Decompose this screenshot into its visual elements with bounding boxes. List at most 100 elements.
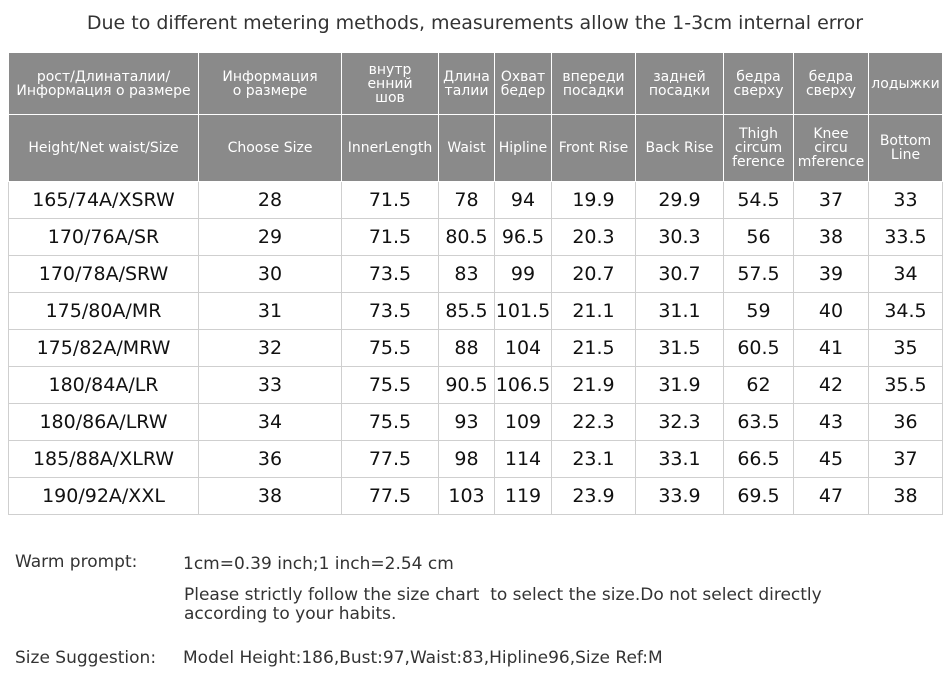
cell: 23.1 <box>551 440 636 478</box>
header-line: Line <box>890 147 921 163</box>
cell: 31.5 <box>635 329 724 367</box>
cell: 75.5 <box>341 366 439 404</box>
cell: 36 <box>198 440 342 478</box>
cell: 38 <box>793 218 869 256</box>
header-cell: Hipline <box>494 114 552 182</box>
cell: 34 <box>868 255 943 293</box>
header-cell: Height/Net waist/Size <box>8 114 199 182</box>
header-line: Hipline <box>498 140 548 156</box>
cell: 62 <box>723 366 794 404</box>
size-table: рост/Длинаталии/Информация о размере Инфо… <box>8 52 943 515</box>
header-line: бедра <box>808 68 854 85</box>
cell: 175/82A/MRW <box>8 329 199 367</box>
header-line: посадки <box>648 82 711 99</box>
cell: 29 <box>198 218 342 256</box>
cell: 56 <box>723 218 794 256</box>
cell: 59 <box>723 292 794 330</box>
cell: 77.5 <box>341 477 439 515</box>
warm-prompt-label: Warm prompt: <box>15 552 138 572</box>
cell: 185/88A/XLRW <box>8 440 199 478</box>
cell: 40 <box>793 292 869 330</box>
header-cell: Knee circu mference <box>793 114 869 182</box>
warm-prompt-detail: Please strictly follow the size chart to… <box>184 585 822 605</box>
header-cell: Информация о размере <box>198 52 342 115</box>
cell: 29.9 <box>635 181 724 219</box>
header-line: Информация <box>222 68 318 85</box>
header-cell: Front Rise <box>551 114 636 182</box>
header-cell: Длина талии <box>438 52 495 115</box>
cell: 190/92A/XXL <box>8 477 199 515</box>
cell: 38 <box>198 477 342 515</box>
cell: 165/74A/XSRW <box>8 181 199 219</box>
body-row: 175/82A/MRW 32 75.5 88 104 21.5 31.5 60.5 41 35 <box>8 329 943 367</box>
header-cell: бедра сверху <box>793 52 869 115</box>
cell: 32.3 <box>635 403 724 441</box>
header-line: внутр <box>368 61 412 78</box>
header-cell: задней посадки <box>635 52 724 115</box>
cell: 31.1 <box>635 292 724 330</box>
cell: 170/78A/SRW <box>8 255 199 293</box>
body-row: 180/86A/LRW 34 75.5 93 109 22.3 32.3 63.5 43 36 <box>8 403 943 441</box>
cell: 175/80A/MR <box>8 292 199 330</box>
header-cell: InnerLength <box>341 114 439 182</box>
title: Due to different metering methods, measu… <box>86 12 864 34</box>
cell: 21.1 <box>551 292 636 330</box>
cell: 75.5 <box>341 403 439 441</box>
header-row: Height/Net waist/Size Choose Size InnerLen… <box>8 114 943 182</box>
warm-prompt-text: 1cm=0.39 inch;1 inch=2.54 cm <box>183 554 454 574</box>
cell: 104 <box>494 329 552 367</box>
header-cell: Bottom Line <box>868 114 943 182</box>
header-row: рост/Длинаталии/Информация о размере Инфо… <box>8 52 943 115</box>
header-cell: бедра сверху <box>723 52 794 115</box>
cell: 96.5 <box>494 218 552 256</box>
cell: 71.5 <box>341 181 439 219</box>
cell: 33.9 <box>635 477 724 515</box>
cell: 28 <box>198 181 342 219</box>
cell: 43 <box>793 403 869 441</box>
body-row: 165/74A/XSRW 28 71.5 78 94 19.9 29.9 54.5 37 33 <box>8 181 943 219</box>
cell: 85.5 <box>438 292 495 330</box>
header-line: Height/Net waist/Size <box>28 140 179 156</box>
header-line: InnerLength <box>347 140 433 156</box>
cell: 30.7 <box>635 255 724 293</box>
header-cell: Back Rise <box>635 114 724 182</box>
header-line: впереди <box>562 68 625 85</box>
cell: 33.5 <box>868 218 943 256</box>
header-line: Длина <box>443 68 490 85</box>
cell: 57.5 <box>723 255 794 293</box>
size-suggestion-label: Size Suggestion: <box>15 648 157 668</box>
header-cell: Охват бедер <box>494 52 552 115</box>
cell: 83 <box>438 255 495 293</box>
header-line: mference <box>797 154 865 170</box>
cell: 119 <box>494 477 552 515</box>
table-body: рост/Длинаталии/Информация о размере Инфо… <box>8 52 943 515</box>
cell: 35.5 <box>868 366 943 404</box>
cell: 170/76A/SR <box>8 218 199 256</box>
cell: 63.5 <box>723 403 794 441</box>
cell: 106.5 <box>494 366 552 404</box>
cell: 180/84A/LR <box>8 366 199 404</box>
cell: 47 <box>793 477 869 515</box>
cell: 34.5 <box>868 292 943 330</box>
header-line: шов <box>375 89 405 106</box>
cell: 42 <box>793 366 869 404</box>
cell: 54.5 <box>723 181 794 219</box>
header-line: о размере <box>232 82 308 99</box>
header-line: Waist <box>447 140 486 156</box>
cell: 39 <box>793 255 869 293</box>
header-line: Knee <box>813 126 849 142</box>
header-line: circu <box>814 140 848 156</box>
body-row: 180/84A/LR 33 75.5 90.5 106.5 21.9 31.9 62 42 35.… <box>8 366 943 404</box>
cell: 34 <box>198 403 342 441</box>
header-line: задней <box>653 68 706 85</box>
cell: 38 <box>868 477 943 515</box>
cell: 73.5 <box>341 255 439 293</box>
header-cell: лодыжки <box>868 52 943 115</box>
warm-prompt-detail: according to your habits. <box>184 604 397 624</box>
cell: 71.5 <box>341 218 439 256</box>
header-line: Thigh <box>738 126 779 142</box>
header-line: сверху <box>805 82 857 99</box>
cell: 31.9 <box>635 366 724 404</box>
cell: 19.9 <box>551 181 636 219</box>
header-line: circum <box>734 140 783 156</box>
